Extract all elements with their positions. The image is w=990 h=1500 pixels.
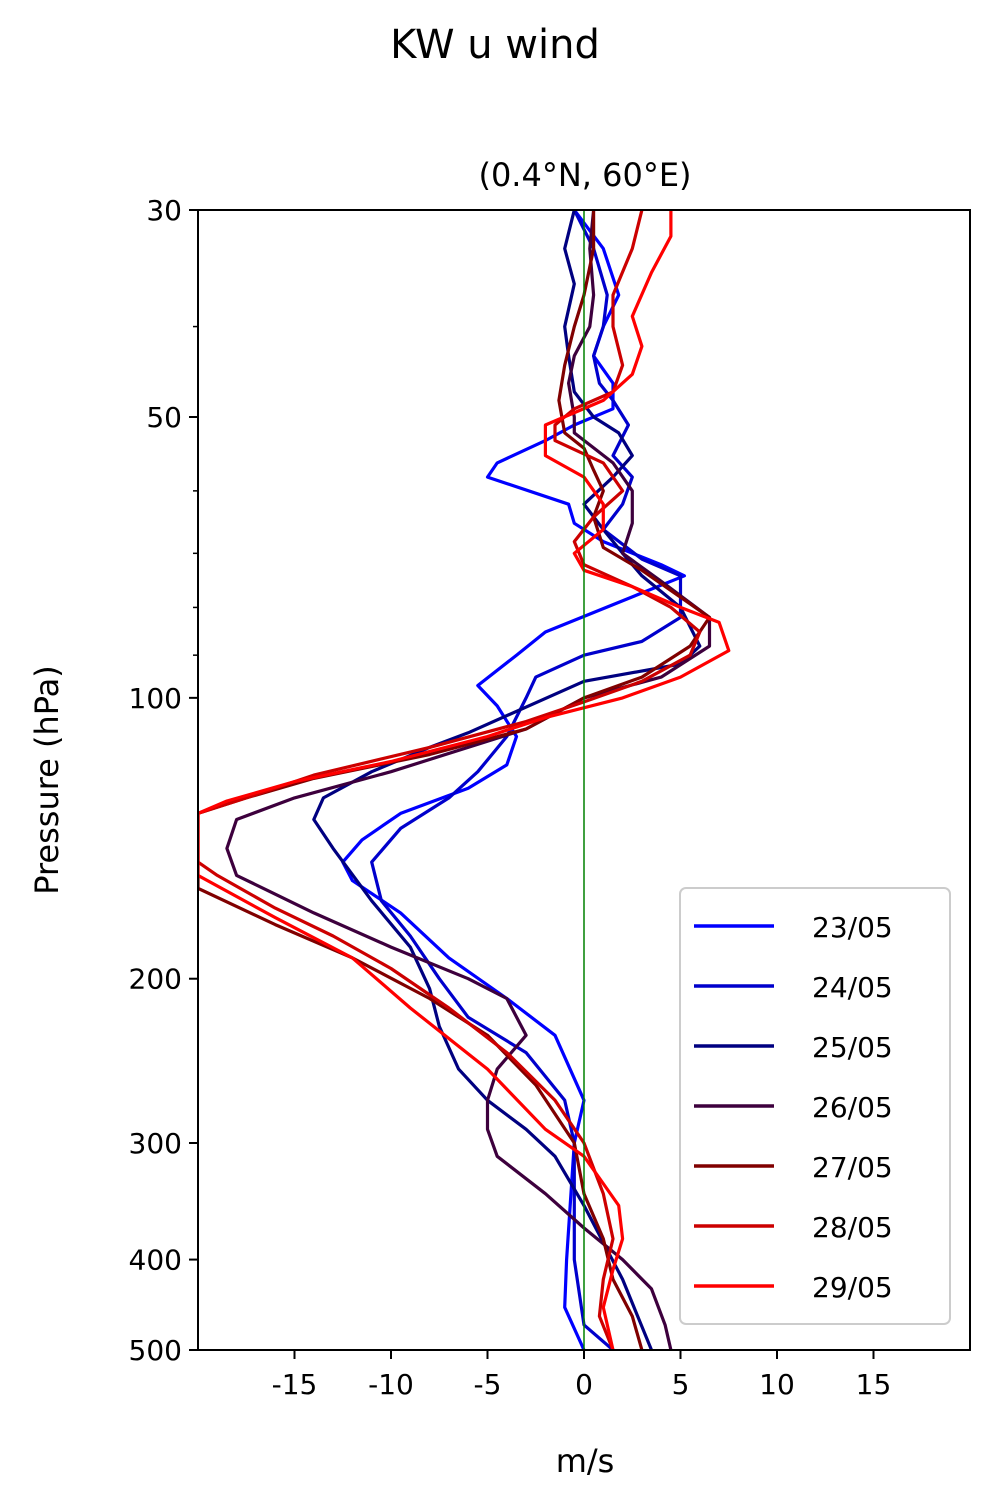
legend-label: 29/05 — [812, 1271, 893, 1304]
x-tick-label: -15 — [272, 1368, 318, 1401]
x-tick-label: 0 — [575, 1368, 593, 1401]
series-line-24-05 — [370, 210, 683, 1350]
series-line-26-05 — [225, 210, 712, 1350]
legend: 23/05 24/05 25/05 26/05 27/05 28/05 29/05 — [679, 887, 951, 1325]
x-tick-label: 15 — [856, 1368, 892, 1401]
legend-label: 23/05 — [812, 911, 893, 944]
x-axis-ticks: -15 -10 -5 0 5 10 15 — [272, 1350, 892, 1401]
x-tick-label: -10 — [368, 1368, 414, 1401]
legend-label: 28/05 — [812, 1211, 893, 1244]
y-tick-label: 100 — [129, 682, 182, 715]
y-tick-label: 400 — [129, 1244, 182, 1277]
series-line-25-05 — [312, 210, 702, 1350]
series-line-29-05 — [198, 210, 731, 1350]
x-tick-label: 10 — [759, 1368, 795, 1401]
figure-suptitle: KW u wind — [390, 22, 600, 68]
legend-label: 26/05 — [812, 1091, 893, 1124]
y-tick-label: 500 — [129, 1334, 182, 1367]
series-line-27-05 — [198, 210, 712, 1350]
legend-label: 27/05 — [812, 1151, 893, 1184]
y-tick-label: 30 — [146, 194, 182, 227]
x-tick-label: 5 — [672, 1368, 690, 1401]
x-tick-label: -5 — [474, 1368, 502, 1401]
plot-lines — [198, 210, 731, 1350]
legend-label: 25/05 — [812, 1031, 893, 1064]
y-tick-label: 300 — [129, 1127, 182, 1160]
legend-label: 24/05 — [812, 971, 893, 1004]
y-tick-label: 50 — [146, 401, 182, 434]
chart-title: (0.4°N, 60°E) — [478, 156, 691, 194]
x-axis-label: m/s — [556, 1442, 615, 1480]
y-axis-label: Pressure (hPa) — [28, 665, 66, 895]
series-line-23-05 — [341, 210, 686, 1350]
y-tick-label: 200 — [129, 963, 182, 996]
legend-box — [679, 887, 951, 1325]
y-axis-ticks: 30 50 100 200 300 400 500 — [129, 194, 198, 1367]
